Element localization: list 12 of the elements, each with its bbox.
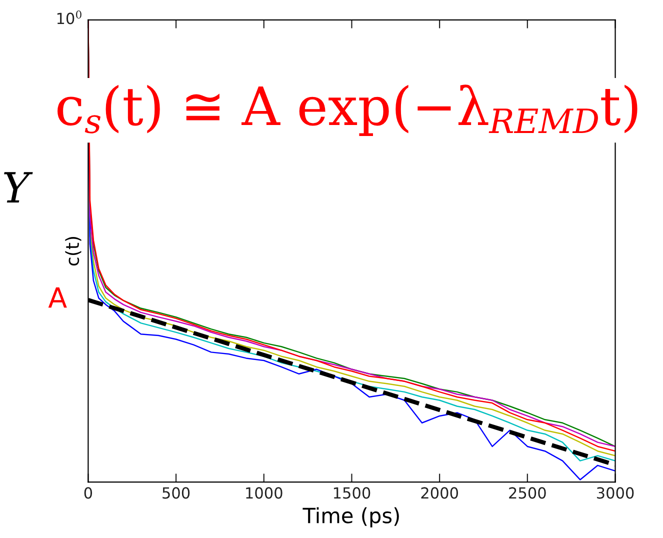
x-tick-label: 3000 bbox=[596, 487, 634, 499]
x-tick-label: 2500 bbox=[509, 487, 546, 499]
annotation: A bbox=[48, 287, 67, 308]
x-tick-label: 1500 bbox=[334, 487, 370, 499]
y-axis-title: c(t) bbox=[65, 236, 82, 266]
x-tick-label: 2000 bbox=[421, 487, 458, 499]
x-tick-label: 500 bbox=[162, 487, 190, 499]
x-axis-title: Time (ps) bbox=[302, 507, 399, 528]
text: Y bbox=[4, 172, 33, 202]
text: 10$^{0}$ bbox=[57, 10, 82, 24]
x-tick-label: 1000 bbox=[246, 487, 282, 499]
x-tick-label: 0 bbox=[84, 487, 92, 499]
